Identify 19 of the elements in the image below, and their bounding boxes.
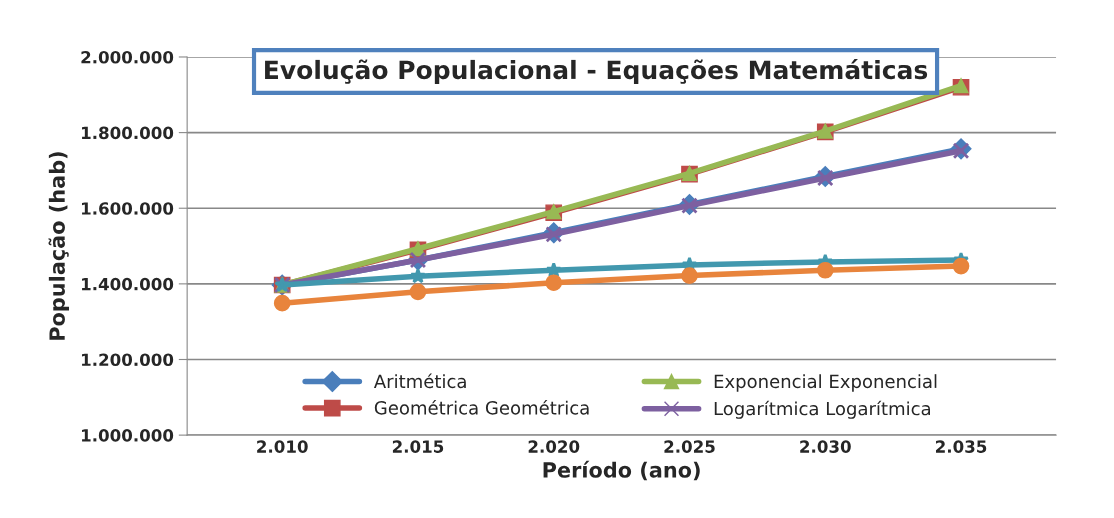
chart-title: Evolução Populacional - Equações Matemáticas bbox=[265, 58, 928, 85]
y-tick-label: 1.400.000 bbox=[82, 277, 174, 291]
legend-label: Geométrica Geométrica bbox=[374, 399, 589, 415]
x-tick-label: 2.025 bbox=[664, 440, 715, 453]
y-axis-title: População (hab) bbox=[48, 152, 70, 340]
y-tick-label: 1.200.000 bbox=[82, 353, 174, 367]
y-tick-label: 1.600.000 bbox=[82, 202, 174, 215]
y-tick-label: 2.000.000 bbox=[81, 50, 174, 64]
x-tick-label: 2.035 bbox=[935, 440, 987, 453]
x-tick-label: 2.015 bbox=[392, 440, 444, 453]
legend-label: Logarítmica Logarítmica bbox=[714, 400, 930, 419]
x-axis-title: Período (ano) bbox=[543, 460, 700, 481]
x-tick-label: 2.020 bbox=[528, 440, 580, 453]
y-tick-label: 1.800.000 bbox=[82, 126, 174, 140]
x-tick-label: 2.030 bbox=[800, 440, 851, 453]
legend-label: Aritmética bbox=[373, 373, 466, 389]
x-tick-label: 2.010 bbox=[257, 440, 308, 453]
y-tick-label: 1.000.000 bbox=[82, 429, 174, 442]
legend-label: Exponencial Exponencial bbox=[714, 374, 937, 392]
